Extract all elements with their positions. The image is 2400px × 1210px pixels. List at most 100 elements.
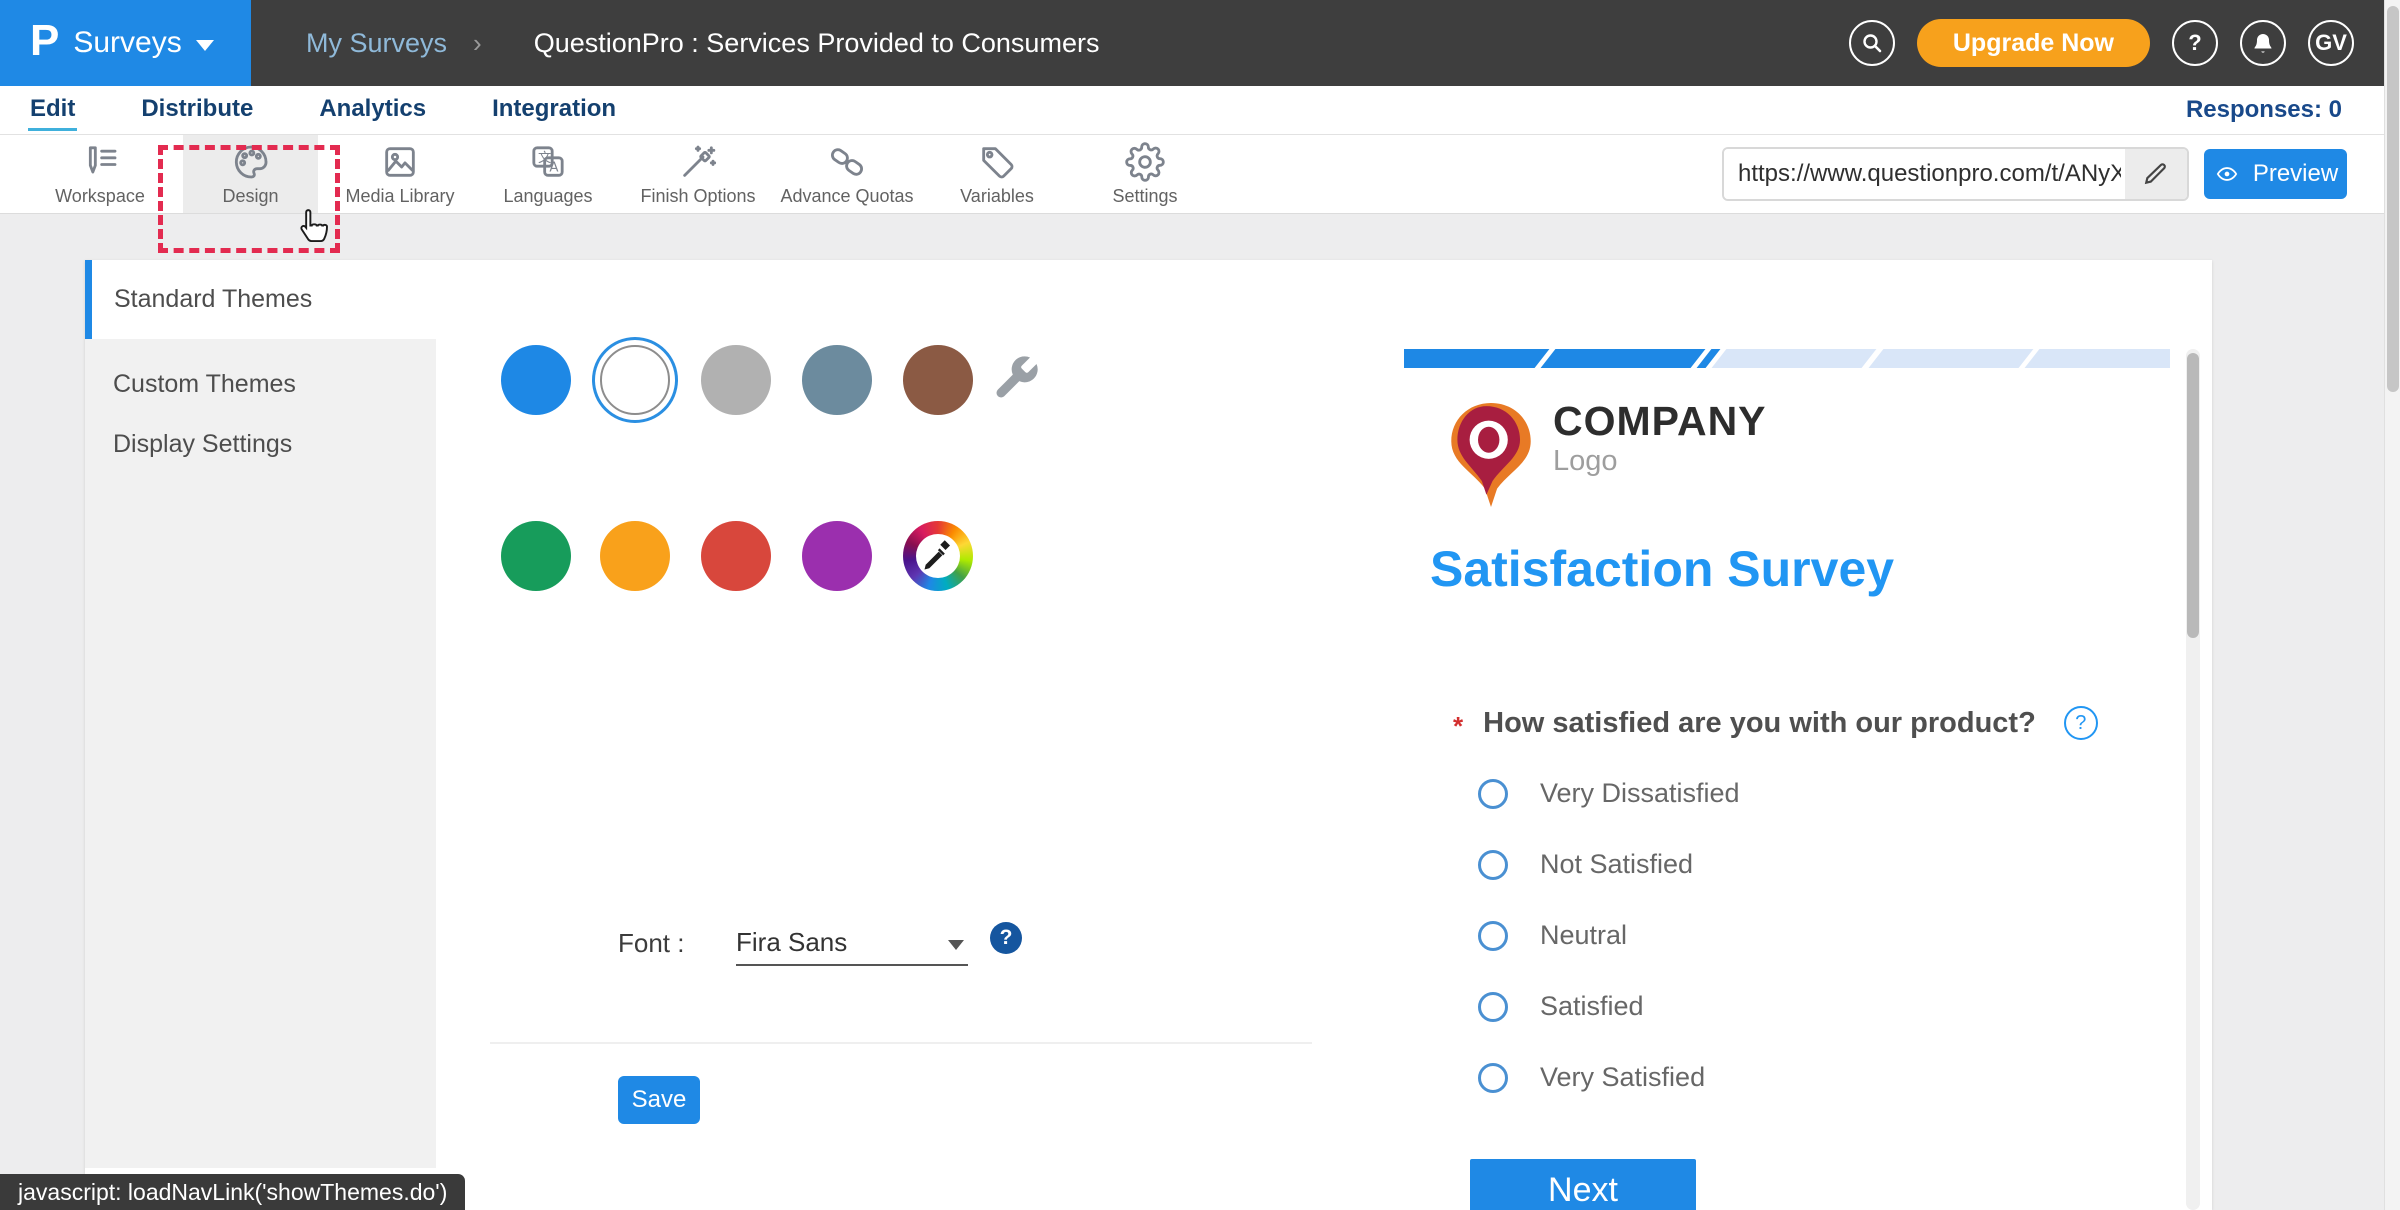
- sidebar-item-custom-themes[interactable]: Custom Themes: [113, 369, 296, 398]
- search-button[interactable]: [1848, 20, 1895, 66]
- option-label: Neutral: [1540, 920, 1628, 950]
- question-text: How satisfied are you with our product?: [1483, 706, 2036, 739]
- design-sidebar: Custom Themes Display Settings: [85, 339, 436, 1168]
- font-dropdown[interactable]: Fira Sans: [736, 920, 968, 966]
- tab-integration[interactable]: Integration: [492, 94, 617, 122]
- toolbar-label: Media Library: [345, 185, 455, 206]
- surveys-menu-button[interactable]: P Surveys: [0, 0, 251, 86]
- user-avatar[interactable]: GV: [2308, 20, 2354, 66]
- progress-segment: [1868, 349, 2034, 368]
- upgrade-now-button[interactable]: Upgrade Now: [1916, 19, 2150, 67]
- question-mark-icon: ?: [2188, 30, 2202, 55]
- option-label: Not Satisfied: [1540, 849, 1694, 879]
- help-button[interactable]: ?: [2172, 20, 2218, 66]
- survey-url-input[interactable]: [1724, 149, 2125, 199]
- toolbar-label: Design: [222, 185, 279, 206]
- preview-scrollbar-thumb[interactable]: [2187, 353, 2199, 638]
- tab-distribute[interactable]: Distribute: [141, 94, 254, 122]
- eyedropper-icon: [924, 540, 950, 570]
- custom-color-picker-button[interactable]: [903, 521, 973, 591]
- tab-analytics[interactable]: Analytics: [319, 94, 427, 122]
- nav-tabs: Edit Distribute Analytics Integration: [28, 86, 618, 135]
- customize-theme-button[interactable]: [990, 352, 1042, 409]
- toolbar-item-media-library[interactable]: Media Library: [325, 135, 475, 213]
- survey-nav-bar: Edit Distribute Analytics Integration Re…: [0, 86, 2400, 135]
- progress-segment: [1404, 349, 1550, 368]
- eye-icon: [2216, 167, 2238, 181]
- toolbar-item-workspace[interactable]: Workspace: [25, 135, 175, 213]
- window-scrollbar-track[interactable]: [2384, 0, 2400, 1210]
- tag-icon: [982, 146, 1014, 178]
- wrench-icon: [996, 356, 1038, 398]
- question-row: * How satisfied are you with our product…: [1453, 706, 2098, 741]
- notifications-button[interactable]: [2240, 20, 2286, 66]
- theme-swatch-orange[interactable]: [600, 521, 670, 591]
- font-help-button[interactable]: ?: [990, 922, 1022, 954]
- preview-button[interactable]: Preview: [2204, 149, 2347, 199]
- option-not-satisfied[interactable]: Not Satisfied: [1478, 849, 1693, 880]
- progress-segment: [2024, 349, 2170, 368]
- pencil-icon: [2144, 163, 2166, 185]
- responses-count: Responses: 0: [2185, 96, 2342, 123]
- font-label: Font :: [618, 928, 685, 958]
- toolbar-label: Advance Quotas: [780, 185, 914, 206]
- option-satisfied[interactable]: Satisfied: [1478, 991, 1644, 1022]
- sidebar-item-display-settings[interactable]: Display Settings: [113, 429, 293, 458]
- edit-url-button[interactable]: [2125, 149, 2187, 199]
- option-very-dissatisfied[interactable]: Very Dissatisfied: [1478, 778, 1740, 809]
- design-content-card: Standard Themes Custom Themes Display Se…: [85, 260, 2212, 1210]
- window-scrollbar-thumb[interactable]: [2387, 6, 2399, 392]
- radio-button-icon[interactable]: [1478, 920, 1508, 951]
- option-neutral[interactable]: Neutral: [1478, 920, 1627, 951]
- radio-button-icon[interactable]: [1478, 991, 1508, 1022]
- theme-swatch-green[interactable]: [501, 521, 571, 591]
- gear-icon: [1125, 141, 1165, 182]
- next-button[interactable]: Next: [1470, 1159, 1696, 1210]
- toolbar-label: Workspace: [55, 185, 145, 206]
- svg-text:文: 文: [538, 150, 551, 166]
- survey-url-box: [1722, 147, 2189, 201]
- survey-preview-title: Satisfaction Survey: [1430, 541, 1895, 597]
- product-label: Surveys: [73, 26, 182, 59]
- image-icon: [385, 146, 415, 177]
- search-icon: [1863, 34, 1882, 53]
- company-logo: COMPANY Logo: [1445, 398, 1767, 510]
- preview-scrollbar-track[interactable]: [2186, 349, 2200, 1210]
- toolbar-item-design[interactable]: Design: [183, 135, 318, 213]
- company-logo-text: COMPANY: [1553, 398, 1767, 444]
- chevron-down-icon: [195, 39, 214, 51]
- radio-button-icon[interactable]: [1478, 849, 1508, 880]
- theme-swatch-blue[interactable]: [501, 345, 571, 415]
- toolbar-item-finish-options[interactable]: Finish Options: [623, 135, 773, 213]
- radio-button-icon[interactable]: [1478, 1062, 1508, 1093]
- theme-swatch-red[interactable]: [701, 521, 771, 591]
- sidebar-item-standard-themes[interactable]: Standard Themes: [85, 260, 515, 339]
- save-button[interactable]: Save: [618, 1076, 700, 1124]
- option-label: Very Satisfied: [1540, 1062, 1706, 1092]
- option-label: Satisfied: [1540, 991, 1644, 1021]
- theme-swatch-white-selected[interactable]: [600, 345, 670, 415]
- option-very-satisfied[interactable]: Very Satisfied: [1478, 1062, 1705, 1093]
- theme-swatch-brown[interactable]: [903, 345, 973, 415]
- status-bar-link-preview: javascript: loadNavLink('showThemes.do'): [0, 1174, 466, 1210]
- radio-button-icon[interactable]: [1478, 778, 1508, 809]
- theme-swatch-slate[interactable]: [802, 345, 872, 415]
- toolbar-item-variables[interactable]: Variables: [922, 135, 1072, 213]
- breadcrumb-my-surveys-link[interactable]: My Surveys: [306, 27, 448, 58]
- question-help-button[interactable]: ?: [2063, 706, 2098, 740]
- tab-edit[interactable]: Edit: [28, 91, 78, 131]
- company-logo-subtext: Logo: [1553, 445, 1618, 478]
- section-divider: [490, 1042, 1312, 1044]
- question-mark-icon: ?: [999, 926, 1013, 949]
- chevron-down-icon: [948, 940, 964, 950]
- toolbar-label: Variables: [960, 185, 1034, 206]
- theme-swatch-gray[interactable]: [701, 345, 771, 415]
- toolbar-item-settings[interactable]: Settings: [1070, 135, 1220, 213]
- question-mark-icon: ?: [2075, 711, 2087, 734]
- top-header: P Surveys My Surveys › QuestionPro : Ser…: [0, 0, 2400, 86]
- toolbar-item-advance-quotas[interactable]: Advance Quotas: [772, 135, 922, 213]
- theme-swatch-purple[interactable]: [802, 521, 872, 591]
- breadcrumb: My Surveys › QuestionPro : Services Prov…: [306, 0, 1099, 86]
